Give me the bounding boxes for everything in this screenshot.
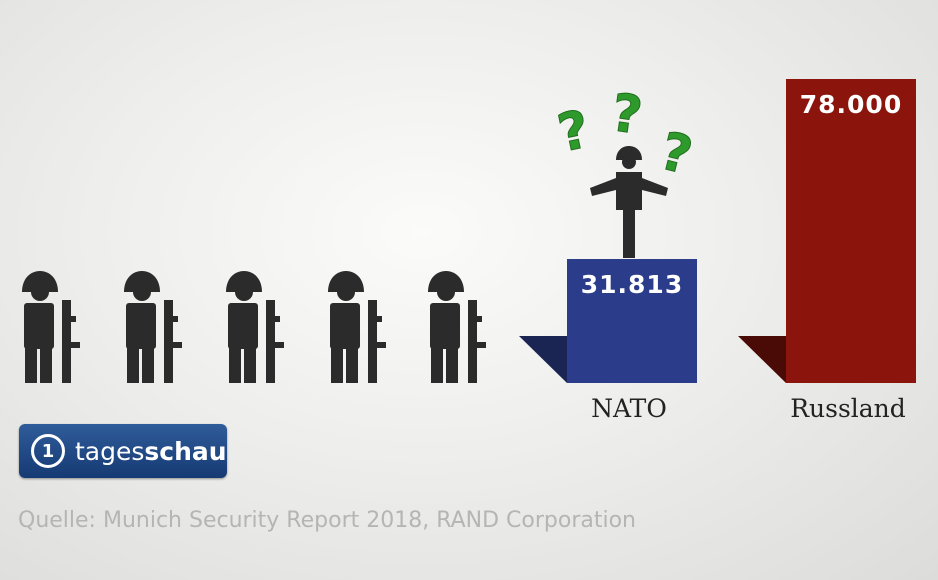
bar-russland [786, 79, 916, 383]
category-label: Russland [790, 394, 906, 423]
bar-nato [567, 259, 697, 383]
logo-text-part-bold: schau [144, 436, 227, 466]
soldier-icon [226, 271, 284, 383]
bar-shadow [519, 336, 567, 383]
category-label: NATO [591, 394, 667, 423]
logo-text: tagesschau [75, 437, 227, 466]
tagesschau-logo: 1 tagesschau [19, 424, 227, 478]
bar-shadow [738, 336, 786, 383]
soldier-icon [22, 271, 80, 383]
soldier-icon [124, 271, 182, 383]
bar-value-label: 31.813 [581, 270, 683, 299]
soldier-icon [328, 271, 386, 383]
logo-text-part: tages [75, 436, 145, 466]
question-mark-icon: ? [608, 83, 646, 147]
source-caption: Quelle: Munich Security Report 2018, RAN… [18, 508, 636, 533]
ard-one-icon: 1 [31, 434, 65, 468]
soldier-icon [428, 271, 486, 383]
confused-soldier-icon [590, 146, 668, 258]
soldier-row [22, 271, 486, 383]
question-mark-icon: ? [654, 121, 698, 187]
question-mark-icon: ? [553, 99, 595, 164]
question-marks: ? ? ? [552, 83, 698, 188]
bar-value-label: 78.000 [800, 90, 902, 119]
